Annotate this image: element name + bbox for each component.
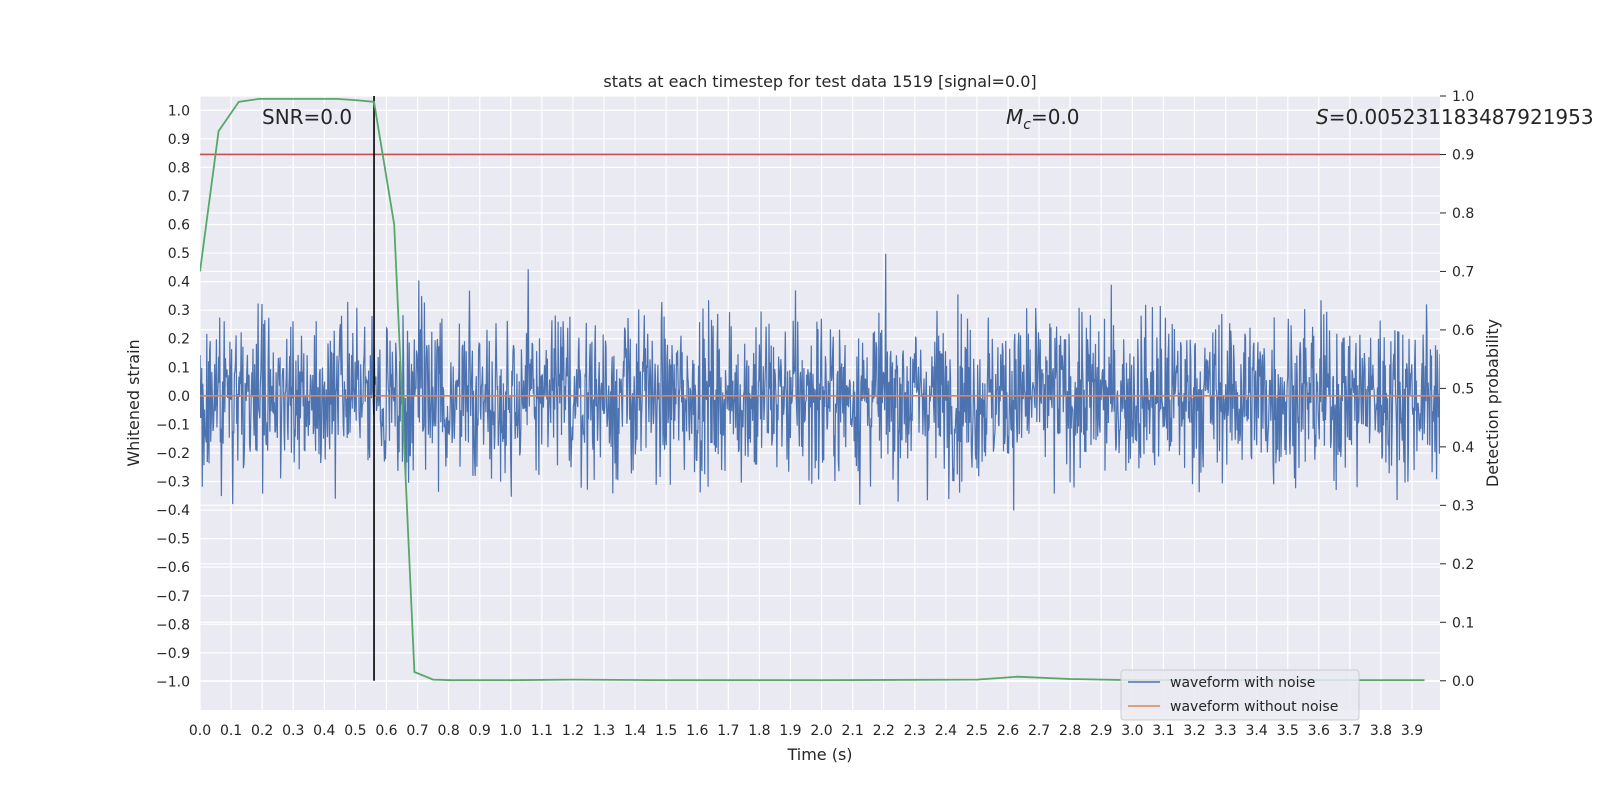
x-tick-label: 1.9 — [779, 723, 801, 739]
x-tick-label: 0.5 — [344, 723, 366, 739]
y-tick-label: −0.9 — [156, 646, 190, 662]
y-tick-label: 0.5 — [168, 246, 190, 262]
y-tick-label: 0.6 — [168, 218, 190, 234]
y-tick-label: 0.7 — [168, 189, 190, 205]
s-symbol: S — [1316, 105, 1329, 129]
x-tick-label: 1.1 — [531, 723, 553, 739]
x-tick-label: 3.0 — [1121, 723, 1143, 739]
s-annotation: S=0.005231183487921953 — [1316, 105, 1594, 129]
x-tick-label: 0.1 — [220, 723, 242, 739]
x-tick-label: 1.7 — [717, 723, 739, 739]
y-tick-label: −0.8 — [156, 617, 190, 633]
y-tick-label: 0.9 — [168, 132, 190, 148]
x-tick-label: 0.2 — [251, 723, 273, 739]
y-tick-label: 1.0 — [168, 103, 190, 119]
y-tick-label: 0.3 — [168, 303, 190, 319]
x-tick-label: 1.6 — [686, 723, 708, 739]
x-tick-label: 3.7 — [1339, 723, 1361, 739]
legend-box — [1120, 669, 1360, 721]
y2-tick-label: 0.7 — [1452, 264, 1474, 280]
x-tick-label: 2.0 — [810, 723, 832, 739]
mc-annotation: Mc=0.0 — [1006, 105, 1080, 133]
x-tick-label: 3.4 — [1246, 723, 1268, 739]
y-tick-label: −0.2 — [156, 446, 190, 462]
x-tick-label: 3.5 — [1277, 723, 1299, 739]
x-tick-label: 0.8 — [437, 723, 459, 739]
legend: waveform with noise waveform without noi… — [1120, 669, 1360, 721]
mc-symbol: M — [1006, 105, 1023, 129]
x-tick-label: 1.8 — [748, 723, 770, 739]
y2-tick-label: 0.3 — [1452, 498, 1474, 514]
x-tick-label: 2.2 — [873, 723, 895, 739]
x-tick-label: 2.7 — [1028, 723, 1050, 739]
x-tick-label: 0.6 — [375, 723, 397, 739]
x-tick-label: 2.1 — [841, 723, 863, 739]
x-tick-label: 0.0 — [189, 723, 211, 739]
x-tick-label: 3.8 — [1370, 723, 1392, 739]
y2-tick-labels: 1.0 0.9 0.8 0.7 0.6 0.5 0.4 0.3 0.2 0.1 0.0 — [1440, 89, 1474, 690]
x-tick-label: 1.5 — [655, 723, 677, 739]
y-tick-labels: 1.0 0.9 0.8 0.7 0.6 0.5 0.4 0.3 0.2 0.1 0.0 −0.1 −0.… — [156, 103, 190, 690]
y2-tick-label: 0.6 — [1452, 323, 1474, 339]
y-axis-label: Whitened strain — [124, 339, 143, 466]
x-tick-label: 0.4 — [313, 723, 335, 739]
y-tick-label: −0.1 — [156, 417, 190, 433]
mc-subscript: c — [1023, 117, 1031, 133]
detection-probability-line — [200, 98, 1425, 682]
y-tick-label: −0.4 — [156, 503, 190, 519]
x-tick-label: 1.2 — [562, 723, 584, 739]
x-tick-label: 0.9 — [469, 723, 491, 739]
series-waveform-with-noise — [200, 253, 1440, 511]
x-tick-label: 3.3 — [1214, 723, 1236, 739]
x-axis-label: Time (s) — [786, 745, 852, 764]
legend-label-noise: waveform with noise — [1170, 675, 1315, 691]
y-tick-label: −0.5 — [156, 532, 190, 548]
x-tick-label: 0.7 — [406, 723, 428, 739]
x-tick-label: 3.1 — [1152, 723, 1174, 739]
x-tick-label: 2.5 — [966, 723, 988, 739]
y2-tick-label: 0.4 — [1452, 440, 1474, 456]
x-tick-label: 2.4 — [935, 723, 957, 739]
x-tick-label: 3.2 — [1183, 723, 1205, 739]
y2-tick-label: 1.0 — [1452, 89, 1474, 105]
snr-annotation: SNR=0.0 — [262, 105, 352, 129]
x-tick-label: 1.4 — [624, 723, 646, 739]
y-tick-label: 0.8 — [168, 160, 190, 176]
y2-tick-label: 0.2 — [1452, 557, 1474, 573]
y-tick-label: −1.0 — [156, 674, 190, 690]
y2-axis-label: Detection probability — [1483, 319, 1502, 487]
y-tick-label: −0.3 — [156, 475, 190, 491]
y-tick-label: 0.4 — [168, 275, 190, 291]
y2-tick-label: 0.9 — [1452, 147, 1474, 163]
s-value: =0.005231183487921953 — [1329, 105, 1594, 129]
x-tick-labels: 0.0 0.1 0.2 0.3 0.4 0.5 0.6 0.7 0.8 0.9 1.0 1.1 1.2 1… — [189, 723, 1423, 739]
y2-tick-label: 0.8 — [1452, 206, 1474, 222]
y2-tick-label: 0.5 — [1452, 381, 1474, 397]
y2-tick-label: 0.1 — [1452, 615, 1474, 631]
y-tick-label: −0.7 — [156, 589, 190, 605]
x-tick-label: 3.9 — [1401, 723, 1423, 739]
x-tick-label: 2.6 — [997, 723, 1019, 739]
mc-value: =0.0 — [1031, 105, 1080, 129]
x-tick-label: 1.3 — [593, 723, 615, 739]
y-tick-label: 0.1 — [168, 360, 190, 376]
x-tick-label: 2.3 — [904, 723, 926, 739]
chart-title: stats at each timestep for test data 151… — [603, 72, 1036, 91]
x-tick-label: 1.0 — [500, 723, 522, 739]
y2-tick-label: 0.0 — [1452, 674, 1474, 690]
y-tick-label: 0.0 — [168, 389, 190, 405]
legend-label-clean: waveform without noise — [1170, 699, 1338, 715]
x-tick-label: 2.8 — [1059, 723, 1081, 739]
y-tick-label: 0.2 — [168, 332, 190, 348]
x-tick-label: 0.3 — [282, 723, 304, 739]
y-tick-label: −0.6 — [156, 560, 190, 576]
x-tick-label: 3.6 — [1308, 723, 1330, 739]
x-tick-label: 2.9 — [1090, 723, 1112, 739]
